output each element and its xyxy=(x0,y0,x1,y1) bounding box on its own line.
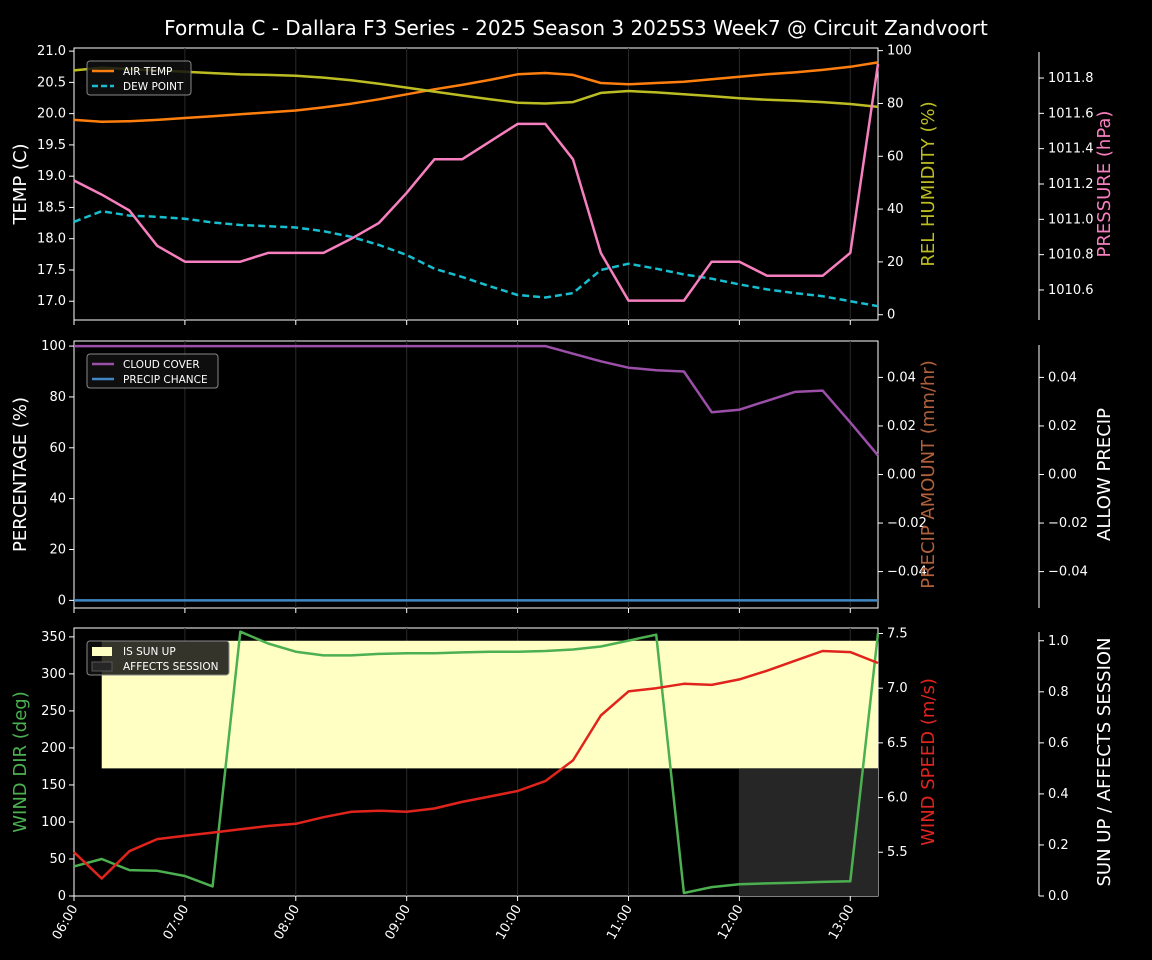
legend-label: IS SUN UP xyxy=(123,646,176,658)
legend-swatch xyxy=(91,661,113,672)
y-left-axis-label: PERCENTAGE (%) xyxy=(10,397,31,552)
plot-frame xyxy=(73,47,879,321)
y-far-tick-label: 1011.2 xyxy=(1048,177,1094,192)
y-far-tick-label: 1011.6 xyxy=(1048,106,1094,121)
y-left-tick-label: 300 xyxy=(41,667,66,682)
legend-box xyxy=(86,353,219,389)
y-right-tick-label: 0.02 xyxy=(887,419,916,434)
y-left-tick-label: 80 xyxy=(49,390,66,405)
y-right-tick-label: 20 xyxy=(887,255,904,270)
y-right-axis-label: PRECIP AMOUNT (mm/hr) xyxy=(918,360,939,589)
panel-clouds: 0 20 40 60 80 100 −0.04 −0.02 0.00 0.02 0.04 −0.04 −… xyxy=(10,339,1115,613)
y-left-tick-label: 20.5 xyxy=(37,75,66,90)
y-right-tick-label: 7.5 xyxy=(887,626,908,641)
chart-panels: 17.0 17.5 18.0 18.5 19.0 19.5 20.0 20.5 21.0 0 20 4… xyxy=(10,44,1115,943)
y-left-tick-label: 60 xyxy=(49,441,66,456)
series-line-wind-dir xyxy=(73,630,880,895)
y-left-tick-label: 0 xyxy=(58,593,66,608)
y-far-tick-label: 0.02 xyxy=(1048,419,1077,434)
y-far-tick-label: 0.00 xyxy=(1048,468,1077,483)
y-left-tick-label: 17.0 xyxy=(37,294,66,309)
legend-box xyxy=(86,640,230,676)
y-left-tick-label: 200 xyxy=(41,741,66,756)
y-left-tick-label: 250 xyxy=(41,704,66,719)
series-line-wind-speed xyxy=(73,649,879,880)
y-left-tick-label: 40 xyxy=(49,492,66,507)
y-right-tick-label: 100 xyxy=(887,44,912,59)
y-left-tick-label: 19.0 xyxy=(37,169,66,184)
y-right-axis-label: WIND SPEED (m/s) xyxy=(918,678,939,846)
y-right-tick-label: 6.5 xyxy=(887,736,908,751)
legend-label: CLOUD COVER xyxy=(123,359,200,371)
y-left-tick-label: 20 xyxy=(49,543,66,558)
chart-title: Formula C - Dallara F3 Series - 2025 Sea… xyxy=(164,16,988,40)
affects-session-area xyxy=(739,768,878,896)
legend: AIR TEMP DEW POINT xyxy=(86,60,192,96)
y-far-axis-label: ALLOW PRECIP xyxy=(1094,408,1115,541)
y-left-tick-label: 50 xyxy=(49,852,66,867)
y-left-tick-label: 17.5 xyxy=(37,263,66,278)
y-far-tick-label: 0.04 xyxy=(1048,370,1077,385)
y-left-tick-label: 150 xyxy=(41,778,66,793)
y-right-tick-label: 0 xyxy=(887,308,895,323)
y-far-tick-label: 1011.0 xyxy=(1048,212,1094,227)
legend-label: AIR TEMP xyxy=(123,66,172,78)
y-left-tick-label: 100 xyxy=(41,339,66,354)
y-right-tick-label: 5.5 xyxy=(887,845,908,860)
series-line-cloud-cover xyxy=(74,344,879,457)
y-left-axis-label: WIND DIR (deg) xyxy=(10,691,31,833)
y-right-tick-label: 40 xyxy=(887,202,904,217)
y-right-tick-label: 0.04 xyxy=(887,370,916,385)
y-far-tick-label: 0.8 xyxy=(1048,685,1069,700)
series-line-rel-humidity xyxy=(73,66,879,109)
y-far-tick-label: 1011.4 xyxy=(1048,142,1094,157)
y-right-tick-label: 7.0 xyxy=(887,681,908,696)
series-line-pressure xyxy=(73,63,880,302)
y-far-tick-label: 1010.8 xyxy=(1048,248,1094,263)
panel-temperature: 17.0 17.5 18.0 18.5 19.0 19.5 20.0 20.5 21.0 0 20 4… xyxy=(10,44,1115,325)
y-far-axis-label: PRESSURE (hPa) xyxy=(1094,111,1115,258)
legend-label: PRECIP CHANCE xyxy=(123,374,208,386)
y-far-tick-label: −0.04 xyxy=(1048,565,1088,580)
y-far-tick-label: 0.6 xyxy=(1048,736,1069,751)
y-right-tick-label: −0.02 xyxy=(887,516,927,531)
y-far-tick-label: 1010.6 xyxy=(1048,283,1094,298)
y-left-axis-label: TEMP (C) xyxy=(10,143,31,225)
y-left-tick-label: 0 xyxy=(58,889,66,904)
y-right-tick-label: −0.04 xyxy=(887,565,927,580)
y-far-axis-label: SUN UP / AFFECTS SESSION xyxy=(1094,637,1115,886)
legend-swatch xyxy=(92,647,112,656)
y-left-tick-label: 18.0 xyxy=(37,232,66,247)
y-left-tick-label: 19.5 xyxy=(37,138,66,153)
y-far-tick-label: 0.0 xyxy=(1048,889,1069,904)
y-left-tick-label: 21.0 xyxy=(37,44,66,59)
legend: IS SUN UP AFFECTS SESSION xyxy=(86,640,230,676)
series-line-air-temp xyxy=(73,61,879,124)
y-right-axis-label: REL HUMIDITY (%) xyxy=(918,101,939,266)
sun-up-area xyxy=(101,640,879,769)
y-far-tick-label: 1.0 xyxy=(1048,634,1069,649)
y-left-tick-label: 100 xyxy=(41,815,66,830)
y-right-tick-label: 80 xyxy=(887,96,904,111)
y-left-tick-label: 350 xyxy=(41,630,66,645)
y-right-tick-label: 6.0 xyxy=(887,791,908,806)
y-far-tick-label: −0.02 xyxy=(1048,516,1088,531)
y-right-tick-label: 60 xyxy=(887,149,904,164)
y-left-tick-label: 20.0 xyxy=(37,107,66,122)
panel-wind: 0 50 100 150 200 250 300 350 5.5 6.0 6.5 7.0 7.5 0.0 0… xyxy=(10,626,1115,904)
legend: CLOUD COVER PRECIP CHANCE xyxy=(86,353,219,389)
y-right-tick-label: 0.00 xyxy=(887,468,916,483)
y-left-tick-label: 18.5 xyxy=(37,200,66,215)
y-far-tick-label: 0.4 xyxy=(1048,787,1069,802)
y-far-tick-label: 0.2 xyxy=(1048,838,1069,853)
legend-label: AFFECTS SESSION xyxy=(123,661,219,673)
legend-label: DEW POINT xyxy=(123,81,184,93)
series-line-dew-point xyxy=(73,209,879,308)
y-far-tick-label: 1011.8 xyxy=(1048,71,1094,86)
